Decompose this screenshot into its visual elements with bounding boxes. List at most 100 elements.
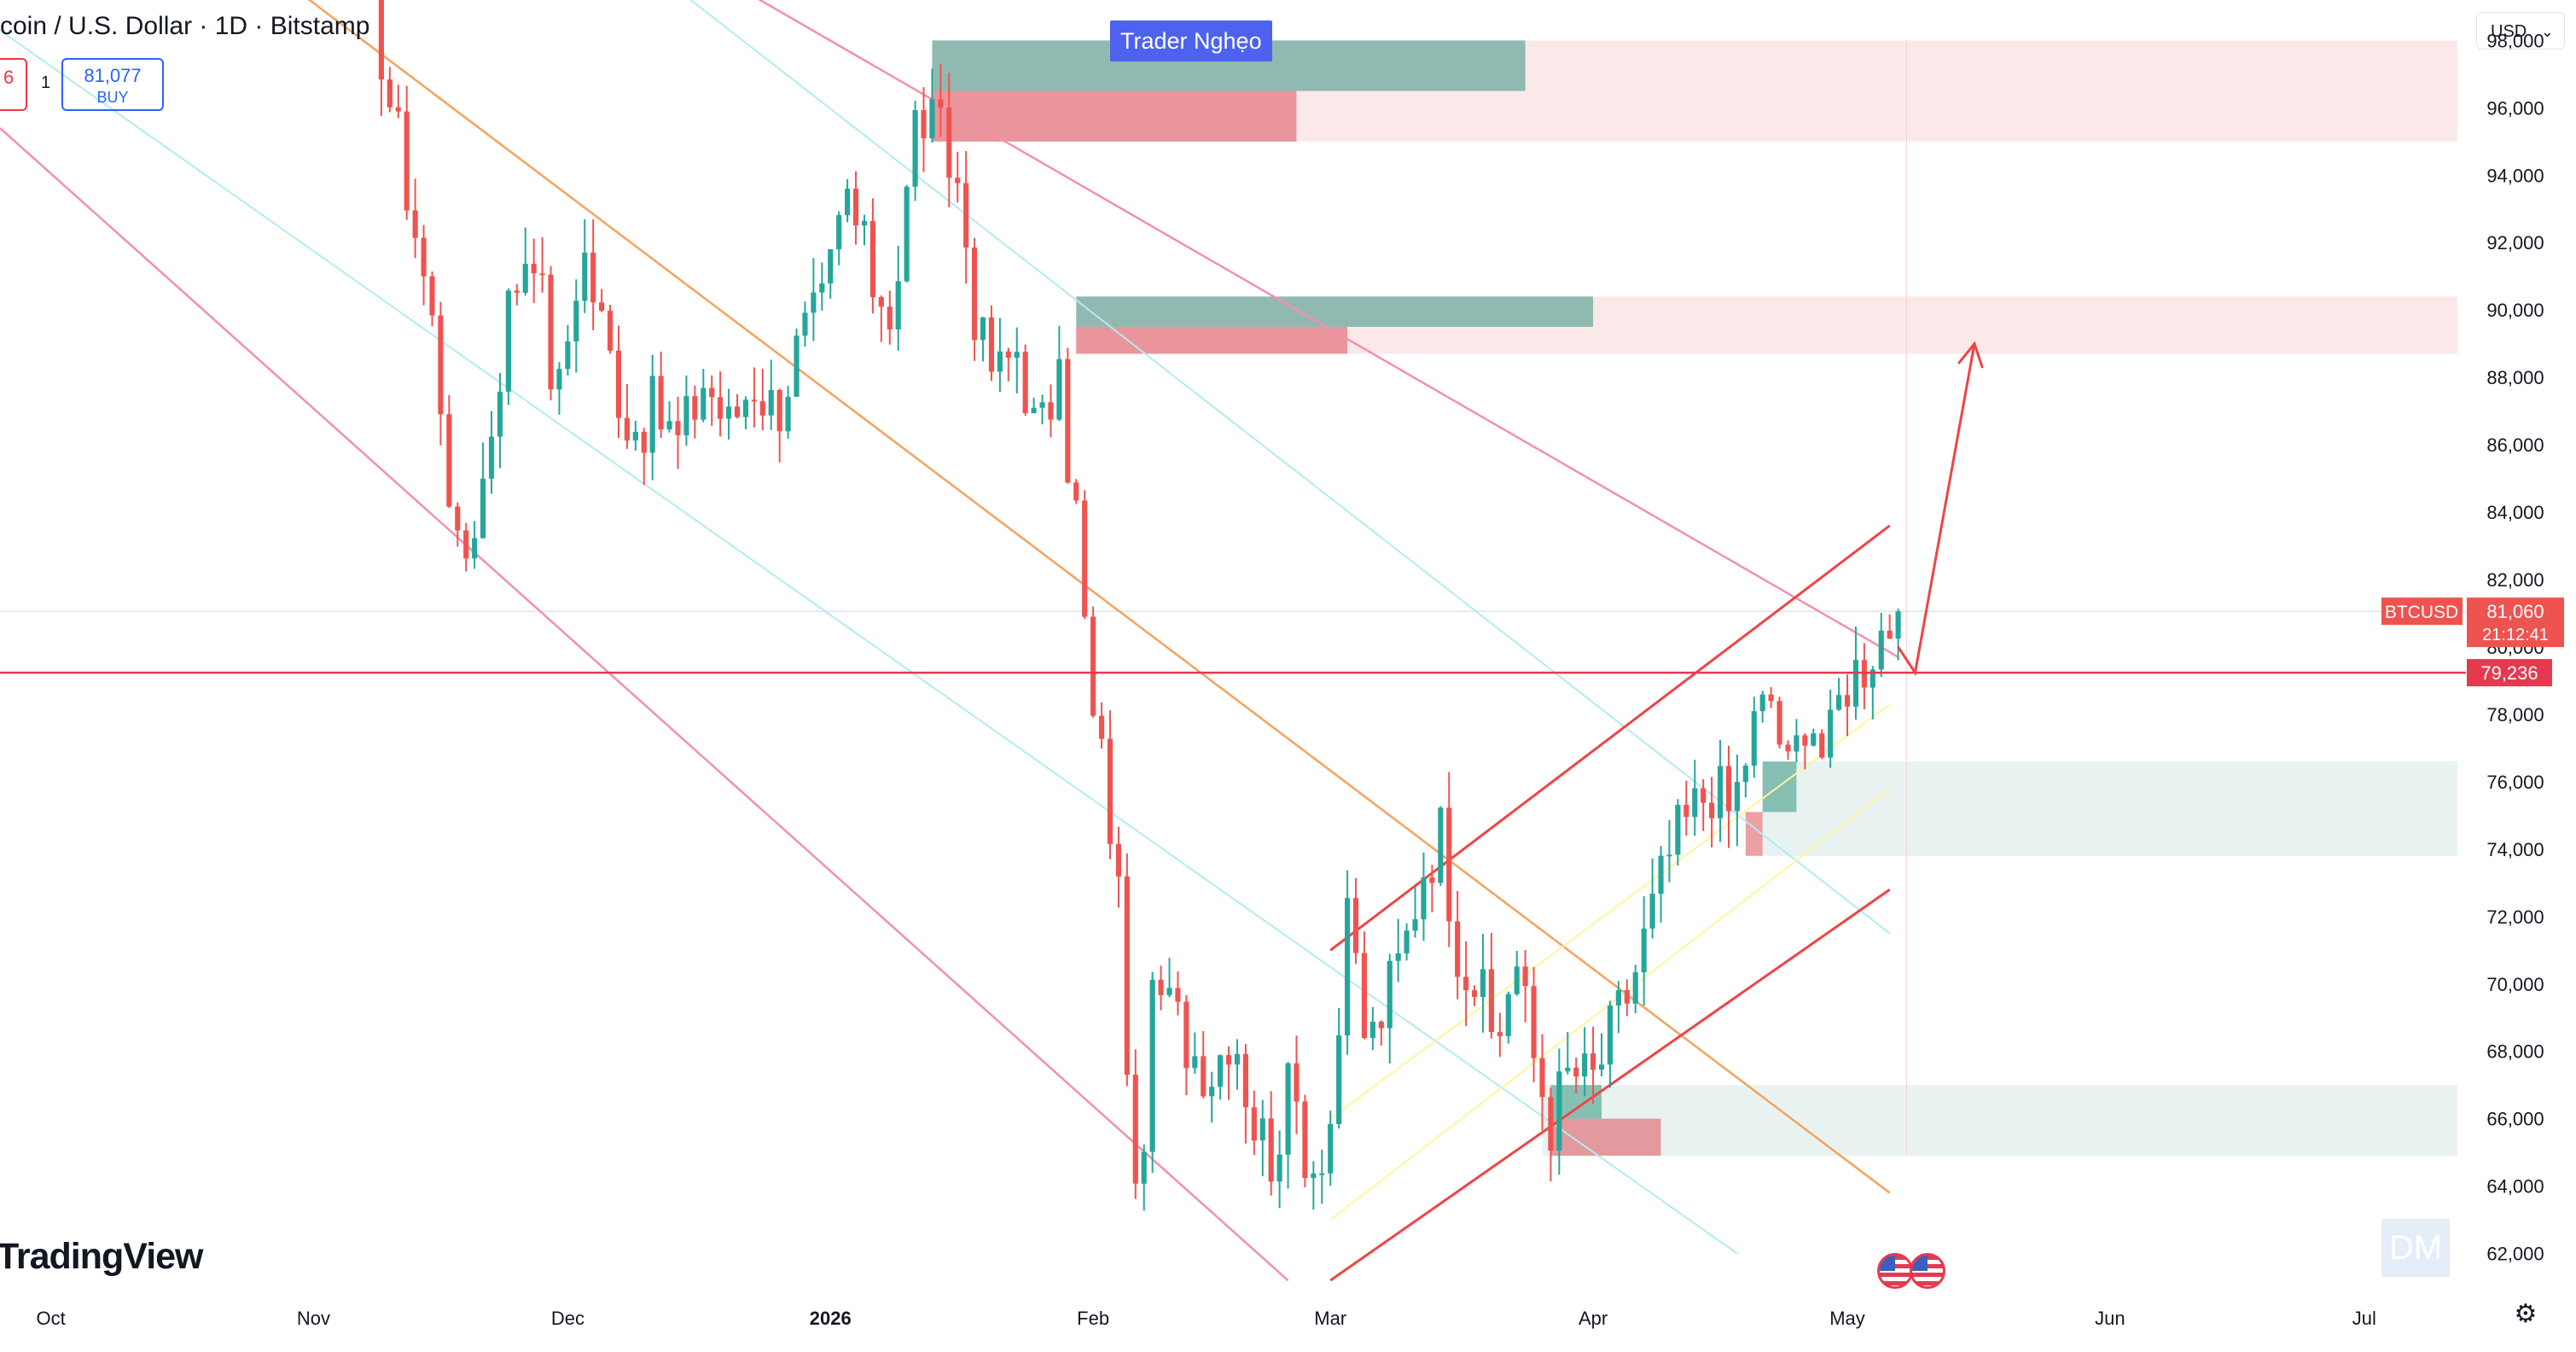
candle-body xyxy=(1259,1118,1265,1141)
candle-body xyxy=(1352,898,1359,953)
demand-zone xyxy=(1542,1085,2458,1157)
candle-body xyxy=(1692,788,1698,818)
candles-layer xyxy=(378,0,1901,1211)
candle-body xyxy=(938,99,944,108)
price-tick-label: 84,000 xyxy=(2486,502,2544,523)
candle-body xyxy=(1446,807,1452,922)
candle-body xyxy=(836,215,842,250)
candle-body xyxy=(946,108,952,178)
candle-body xyxy=(1438,807,1444,883)
watermark-badge: DM xyxy=(2381,1219,2450,1277)
time-axis[interactable]: Oct Nov Dec 2026 Feb Mar Apr May Jun Jul xyxy=(0,1291,2467,1352)
candle-body xyxy=(861,220,868,226)
price-tick-label: 64,000 xyxy=(2486,1176,2544,1198)
sell-button[interactable]: 6 xyxy=(0,58,27,111)
candle-body xyxy=(1268,1118,1274,1182)
candle-body xyxy=(1429,877,1435,883)
candle-body xyxy=(1751,711,1757,766)
price-axis[interactable]: 98,000 96,000 94,000 92,000 90,000 88,000 86,0… xyxy=(2381,0,2576,1352)
green-block xyxy=(1076,296,1594,327)
candle-body xyxy=(794,335,800,397)
chevron-down-icon: ⌄ xyxy=(2540,23,2554,40)
candle-body xyxy=(1082,500,1088,617)
candle-body xyxy=(1302,1101,1308,1179)
candle-body xyxy=(1073,482,1079,501)
time-tick-label: Nov xyxy=(297,1308,330,1329)
candle-body xyxy=(1319,1173,1325,1175)
symbol-title: coin / U.S. Dollar · 1D · Bitstamp xyxy=(0,12,370,40)
candle-body xyxy=(675,421,681,435)
candle-body xyxy=(1421,877,1427,920)
candle-body xyxy=(980,317,986,341)
candle-body xyxy=(912,110,918,187)
candle-body xyxy=(1056,358,1062,420)
candle-body xyxy=(1717,766,1724,819)
candle-body xyxy=(446,414,452,507)
candle-body xyxy=(615,350,622,418)
time-tick-label: Jul xyxy=(2352,1308,2376,1329)
gear-icon[interactable]: ⚙ xyxy=(2514,1300,2538,1328)
last-price-tag xyxy=(2467,597,2564,648)
candle-body xyxy=(565,341,571,370)
price-tick-label: 68,000 xyxy=(2486,1041,2544,1063)
candle-body xyxy=(1811,733,1817,746)
candle-body xyxy=(1158,979,1164,995)
price-tick-label: 62,000 xyxy=(2486,1244,2544,1265)
candle-body xyxy=(573,300,579,342)
candle-body xyxy=(1115,843,1122,877)
candle-body xyxy=(869,220,875,298)
candle-body xyxy=(1683,804,1689,818)
candle-body xyxy=(759,401,765,416)
candle-body xyxy=(955,178,961,184)
candle-body xyxy=(819,283,825,293)
time-tick-label: Feb xyxy=(1077,1308,1109,1329)
candle-body xyxy=(904,186,910,282)
economic-events-icon[interactable] xyxy=(1877,1253,1947,1291)
currency-selector[interactable]: USD ⌄ xyxy=(2476,12,2565,50)
candle-body xyxy=(1336,1035,1342,1124)
candle-body xyxy=(1548,1097,1554,1151)
tradingview-logo[interactable]: TradingView xyxy=(0,1236,203,1277)
candle-body xyxy=(1632,972,1638,1004)
annotation-label[interactable]: Trader Nghẹo xyxy=(1110,20,1272,61)
time-tick-label: Apr xyxy=(1579,1308,1608,1329)
candle-body xyxy=(1878,630,1884,670)
candle-body xyxy=(548,274,554,390)
last-price-label: 81,060 xyxy=(2486,601,2544,622)
candle-body xyxy=(531,264,537,274)
symbol-tag xyxy=(2381,597,2463,626)
candle-body xyxy=(539,273,545,276)
candle-body xyxy=(1598,1064,1605,1070)
candle-body xyxy=(1861,660,1867,688)
candle-body xyxy=(1615,990,1621,1006)
red-block xyxy=(932,90,1297,142)
candle-body xyxy=(1369,1022,1375,1038)
candle-body xyxy=(1463,976,1469,991)
candle-body xyxy=(1218,1055,1224,1087)
candle-body xyxy=(963,183,969,248)
candle-body xyxy=(1311,1173,1317,1179)
candle-body xyxy=(1887,630,1893,639)
candle-body xyxy=(1582,1053,1588,1077)
buy-label: BUY xyxy=(96,89,129,106)
candle-body xyxy=(1675,804,1681,855)
candle-body xyxy=(421,237,427,277)
candle-body xyxy=(878,297,884,307)
price-tick-label: 66,000 xyxy=(2486,1109,2544,1130)
candle-body xyxy=(599,302,605,312)
candle-body xyxy=(972,247,978,341)
buy-button[interactable]: 81,077 BUY xyxy=(61,58,164,111)
candle-body xyxy=(852,189,859,226)
candle-body xyxy=(701,388,707,420)
arrowhead-icon xyxy=(1957,341,1984,369)
candle-body xyxy=(1768,694,1774,702)
time-tick-label: Mar xyxy=(1314,1308,1346,1329)
candle-body xyxy=(1641,928,1647,973)
candle-body xyxy=(1175,988,1181,1002)
candle-body xyxy=(1794,735,1800,752)
price-tick-label: 70,000 xyxy=(2486,974,2544,995)
candle-body xyxy=(1785,744,1791,752)
candle-body xyxy=(404,111,410,211)
candle-body xyxy=(1412,919,1418,931)
